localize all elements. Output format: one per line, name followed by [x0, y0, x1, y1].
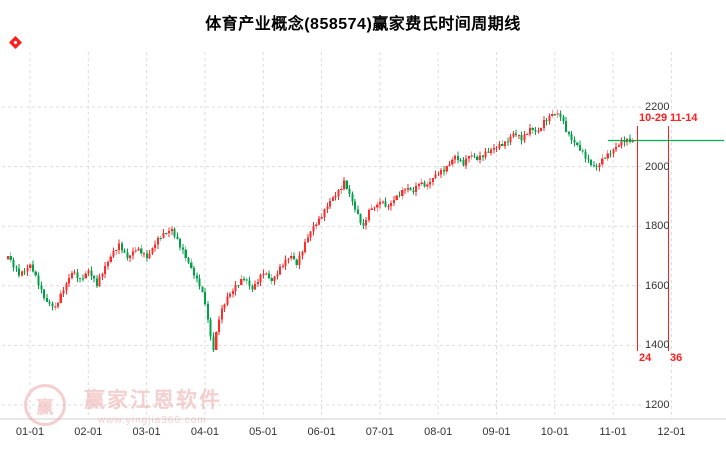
fib-count-label-1: 24: [639, 352, 652, 364]
x-axis-label: 09-01: [482, 426, 511, 438]
chart-title: 体育产业概念(858574)赢家费氏时间周期线: [205, 16, 521, 33]
y-axis-label: 1600: [645, 279, 670, 292]
y-axis-label: 1200: [645, 399, 670, 411]
watermark-url: www.yingjia360.com: [98, 415, 207, 426]
x-axis-label: 08-01: [424, 426, 453, 438]
chart-marker-icon: [9, 36, 22, 49]
x-axis-label: 02-01: [74, 426, 103, 438]
y-axis-label: 1400: [645, 339, 670, 352]
x-axis-label: 12-01: [657, 426, 686, 438]
x-axis-label: 11-01: [599, 426, 627, 438]
fib-date-label-1: 10-29: [639, 112, 668, 124]
watermark: 赢 赢家江恩软件 www.yingjia360.com: [24, 384, 222, 426]
x-axis-label: 05-01: [249, 426, 278, 438]
candles: [6, 109, 634, 353]
x-axis-label: 04-01: [190, 426, 219, 438]
watermark-name: 赢家江恩软件: [84, 389, 222, 412]
fib-count-label-2: 36: [670, 352, 683, 364]
x-axis-label: 10-01: [540, 426, 569, 438]
x-axis-label: 01-01: [15, 426, 45, 438]
fib-date-label-2: 11-14: [670, 112, 698, 124]
y-axis-label: 1800: [645, 220, 670, 233]
x-axis-label: 06-01: [307, 426, 336, 438]
watermark-logo: 赢: [24, 384, 66, 426]
y-axis-label: 2200: [645, 101, 670, 113]
x-axis-label: 07-01: [365, 426, 394, 438]
x-axis-label: 03-01: [132, 426, 161, 438]
y-axis-label: 2000: [645, 160, 670, 173]
watermark-logo-char: 赢: [36, 397, 54, 417]
